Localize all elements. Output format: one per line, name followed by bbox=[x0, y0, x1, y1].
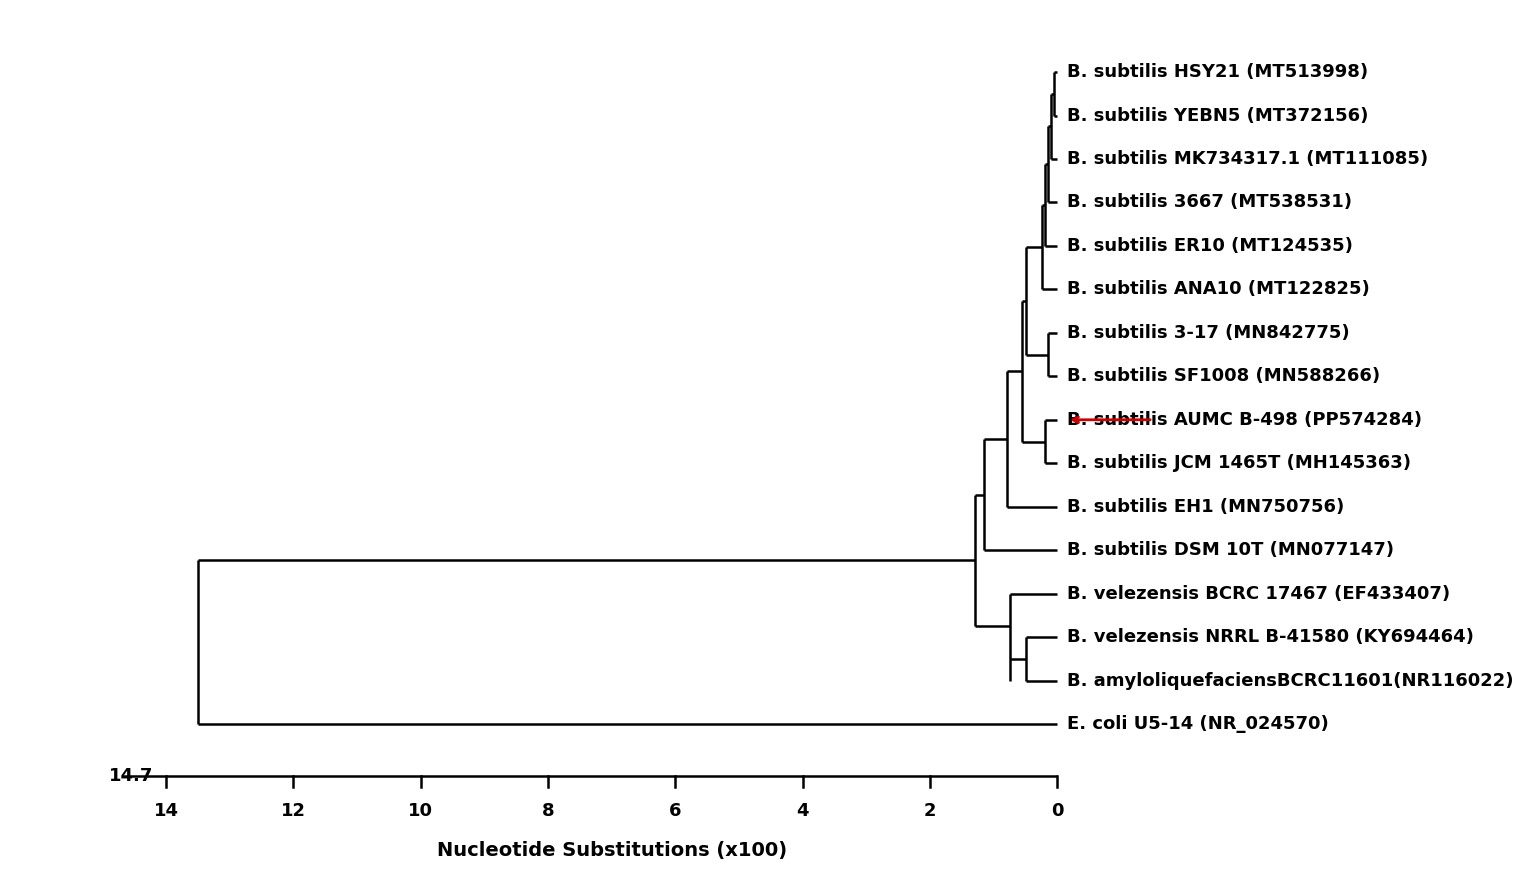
Text: 14.7: 14.7 bbox=[108, 767, 154, 785]
Text: B. subtilis ANA10 (MT122825): B. subtilis ANA10 (MT122825) bbox=[1067, 281, 1370, 298]
Text: B. subtilis MK734317.1 (MT111085): B. subtilis MK734317.1 (MT111085) bbox=[1067, 150, 1428, 168]
Text: Nucleotide Substitutions (x100): Nucleotide Substitutions (x100) bbox=[437, 841, 786, 860]
Text: E. coli U5-14 (NR_024570): E. coli U5-14 (NR_024570) bbox=[1067, 715, 1329, 733]
Text: B. amyloliquefaciensBCRC11601(NR116022): B. amyloliquefaciensBCRC11601(NR116022) bbox=[1067, 671, 1513, 690]
Text: 0: 0 bbox=[1052, 802, 1064, 820]
Text: B. subtilis EH1 (MN750756): B. subtilis EH1 (MN750756) bbox=[1067, 498, 1344, 516]
Text: B. subtilis HSY21 (MT513998): B. subtilis HSY21 (MT513998) bbox=[1067, 63, 1369, 81]
Text: B. velezensis NRRL B-41580 (KY694464): B. velezensis NRRL B-41580 (KY694464) bbox=[1067, 628, 1474, 646]
Text: 10: 10 bbox=[408, 802, 433, 820]
Text: B. subtilis DSM 10T (MN077147): B. subtilis DSM 10T (MN077147) bbox=[1067, 541, 1394, 559]
Text: B. velezensis BCRC 17467 (EF433407): B. velezensis BCRC 17467 (EF433407) bbox=[1067, 585, 1451, 602]
Text: B. subtilis JCM 1465T (MH145363): B. subtilis JCM 1465T (MH145363) bbox=[1067, 454, 1411, 472]
Text: B. subtilis ER10 (MT124535): B. subtilis ER10 (MT124535) bbox=[1067, 237, 1353, 255]
Text: B. subtilis SF1008 (MN588266): B. subtilis SF1008 (MN588266) bbox=[1067, 367, 1381, 385]
Text: B. subtilis YEBN5 (MT372156): B. subtilis YEBN5 (MT372156) bbox=[1067, 107, 1369, 125]
Text: 12: 12 bbox=[280, 802, 306, 820]
Text: 2: 2 bbox=[924, 802, 936, 820]
Text: B. subtilis 3-17 (MN842775): B. subtilis 3-17 (MN842775) bbox=[1067, 324, 1350, 342]
Text: B. subtilis 3667 (MT538531): B. subtilis 3667 (MT538531) bbox=[1067, 193, 1352, 212]
Text: 4: 4 bbox=[797, 802, 809, 820]
Text: 6: 6 bbox=[669, 802, 681, 820]
Text: 8: 8 bbox=[543, 802, 555, 820]
Text: 14: 14 bbox=[154, 802, 178, 820]
Text: B. subtilis AUMC B-498 (PP574284): B. subtilis AUMC B-498 (PP574284) bbox=[1067, 411, 1422, 429]
